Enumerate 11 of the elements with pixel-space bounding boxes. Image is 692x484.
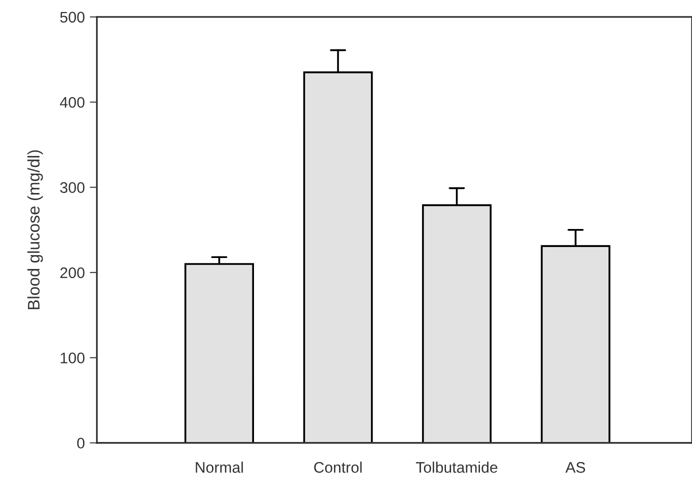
y-axis-title: Blood glucose (mg/dl) [27,150,43,310]
y-tick-label: 300 [60,182,84,193]
x-tick-label: Normal [196,462,243,473]
x-tick-label: Tolbutamide [416,462,498,473]
y-tick-label: 500 [60,12,84,23]
y-tick-label: 0 [77,438,84,449]
y-tick-label: 200 [60,267,84,278]
y-tick-label: 400 [60,96,84,108]
x-tick-label: Control [314,462,362,473]
x-tick-label: AS [565,462,586,473]
y-tick-label: 100 [60,352,84,364]
